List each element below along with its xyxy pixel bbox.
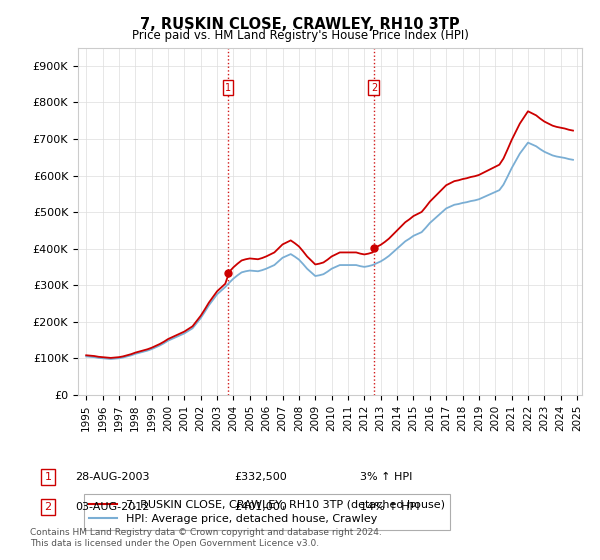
- Text: 28-AUG-2003: 28-AUG-2003: [75, 472, 149, 482]
- Text: £401,000: £401,000: [234, 502, 287, 512]
- Text: 2: 2: [44, 502, 52, 512]
- Text: 1: 1: [44, 472, 52, 482]
- Text: 2: 2: [371, 83, 377, 93]
- Text: 7, RUSKIN CLOSE, CRAWLEY, RH10 3TP: 7, RUSKIN CLOSE, CRAWLEY, RH10 3TP: [140, 17, 460, 32]
- Text: Contains HM Land Registry data © Crown copyright and database right 2024.
This d: Contains HM Land Registry data © Crown c…: [30, 528, 382, 548]
- Text: £332,500: £332,500: [234, 472, 287, 482]
- Text: Price paid vs. HM Land Registry's House Price Index (HPI): Price paid vs. HM Land Registry's House …: [131, 29, 469, 42]
- Text: 03-AUG-2012: 03-AUG-2012: [75, 502, 149, 512]
- Text: 14% ↑ HPI: 14% ↑ HPI: [360, 502, 419, 512]
- Text: 1: 1: [225, 83, 231, 93]
- Legend: 7, RUSKIN CLOSE, CRAWLEY, RH10 3TP (detached house), HPI: Average price, detache: 7, RUSKIN CLOSE, CRAWLEY, RH10 3TP (deta…: [83, 494, 451, 530]
- Text: 3% ↑ HPI: 3% ↑ HPI: [360, 472, 412, 482]
